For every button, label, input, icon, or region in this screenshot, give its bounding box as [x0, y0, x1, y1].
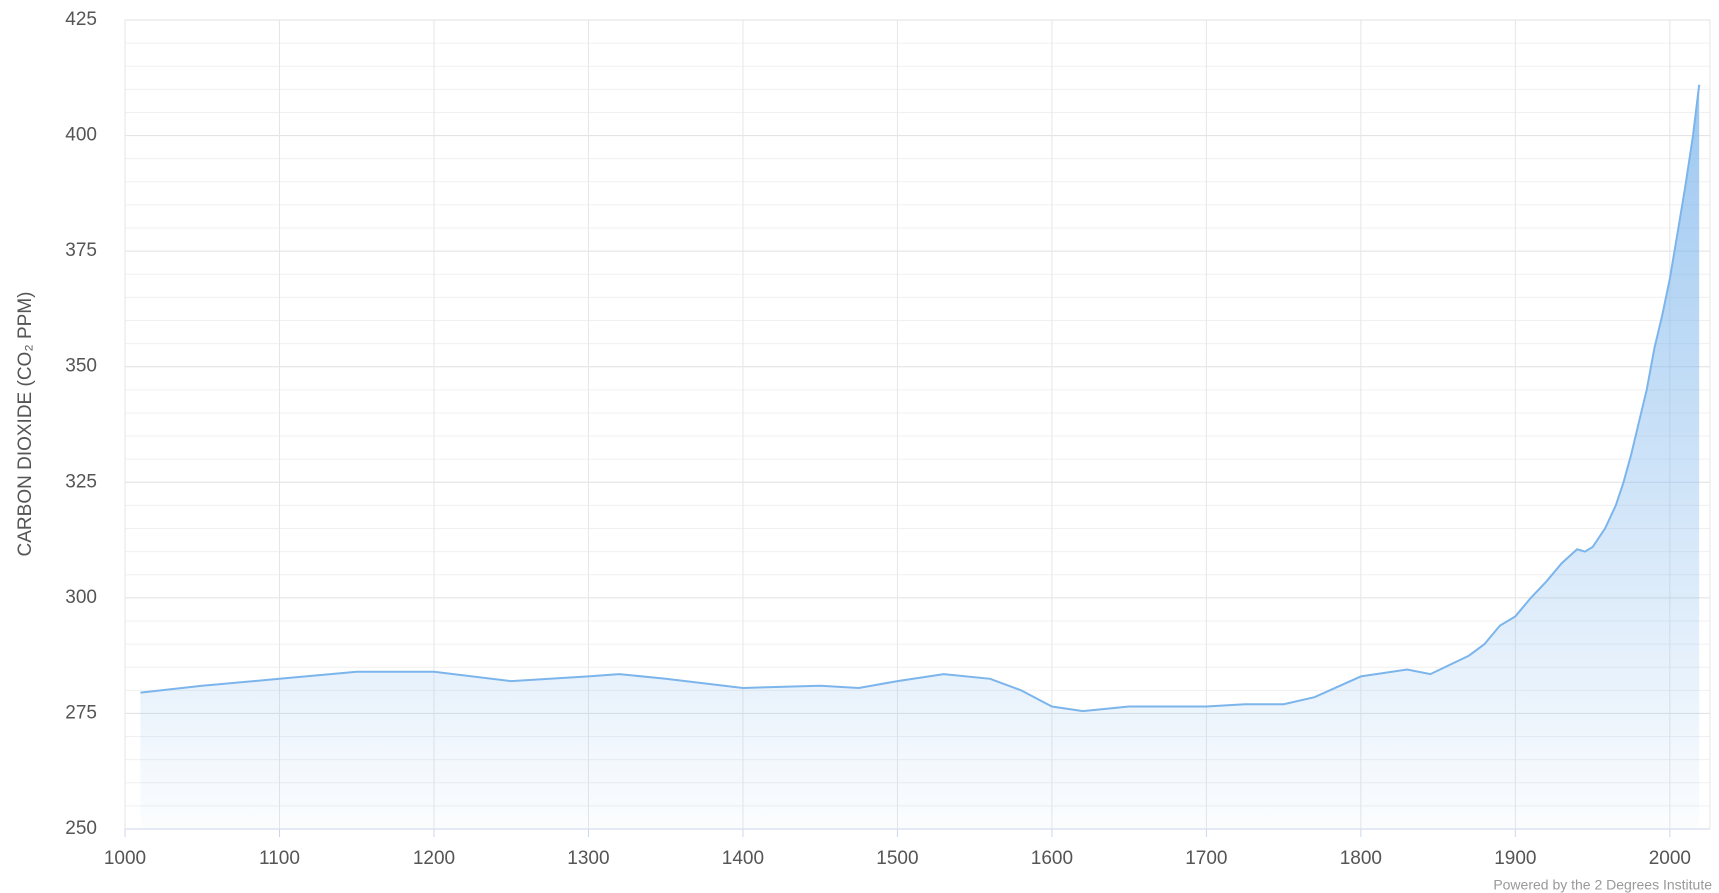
- x-tick-label: 2000: [1649, 848, 1691, 869]
- x-tick-label: 1200: [413, 848, 455, 869]
- x-tick-label: 1600: [1031, 848, 1073, 869]
- x-tick-label: 1800: [1340, 848, 1382, 869]
- y-tick-label: 250: [65, 818, 97, 839]
- area-line: [140, 84, 1701, 713]
- y-axis-label: CARBON DIOXIDE (CO₂ PPM): [15, 292, 36, 557]
- x-tick-label: 1100: [259, 848, 300, 869]
- y-tick-label: 325: [65, 471, 97, 492]
- x-tick-label: 1000: [104, 848, 146, 869]
- y-tick-label: 375: [65, 240, 97, 261]
- y-tick-label: 425: [65, 9, 97, 30]
- x-tick-label: 1700: [1185, 848, 1227, 869]
- y-tick-label: 300: [65, 587, 97, 608]
- x-tick-label: 1500: [876, 848, 918, 869]
- x-tick-label: 1300: [567, 848, 609, 869]
- x-tick-label: 1400: [722, 848, 764, 869]
- y-tick-label: 275: [65, 702, 97, 723]
- y-tick-label: 350: [65, 356, 97, 377]
- area-fill: [140, 84, 1700, 829]
- y-tick-label: 400: [65, 125, 97, 146]
- x-tick-label: 1900: [1494, 848, 1536, 869]
- credit: Powered by the 2 Degrees Institute: [1493, 877, 1712, 893]
